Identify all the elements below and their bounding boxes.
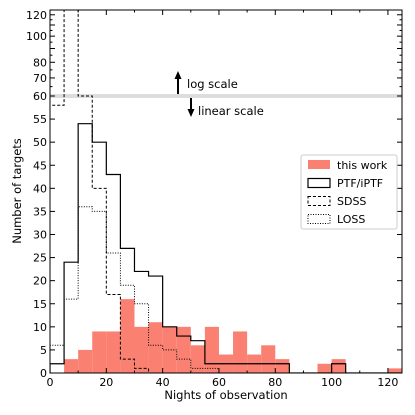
x-axis-label: Nights of observation [164,388,287,402]
y-tick-label-60: 60 [33,90,47,103]
legend-box [300,154,398,230]
series-line-loss [50,206,402,373]
bar-this-work-65 [233,331,248,373]
y-tick-label-5: 5 [40,344,47,357]
y-tick-label-40: 40 [33,182,47,195]
x-tick-label-100: 100 [321,376,342,389]
x-tick-label-80: 80 [268,376,282,389]
bar-this-work-5 [64,359,79,373]
bar-this-work-120 [387,368,402,373]
legend-item-sdss: SDSS [307,195,366,208]
y-tick-label-15: 15 [33,298,47,311]
bar-this-work-50 [190,345,205,373]
x-tick-label-0: 0 [47,376,54,389]
legend-swatch-this-work [308,160,330,169]
bar-this-work-100 [331,359,346,373]
y-tick-label-30: 30 [33,229,47,242]
legend-swatch-loss [307,214,331,224]
y-tick-label-35: 35 [33,205,47,218]
y-axis-label: Number of targets [10,138,24,244]
legend-label-loss: LOSS [337,213,365,226]
linear-scale-label: linear scale [198,104,264,118]
bar-this-work-40 [162,326,177,373]
y-log-tick-label-80: 80 [33,56,47,69]
log-scale-label: log scale [187,77,238,91]
linear-scale-annotation: linear scale [187,98,264,118]
x-tick-label-20: 20 [99,376,113,389]
bar-this-work-80 [275,359,290,373]
axis-break-band [50,94,402,98]
y-log-tick-label-100: 100 [26,30,47,43]
bar-this-work-55 [204,326,219,373]
arrow-down-icon [187,109,195,117]
legend-item-ptf: PTF/iPTF [307,177,383,190]
y-tick-label-20: 20 [33,275,47,288]
bars-layer [64,299,402,373]
arrow-up-icon [174,71,182,79]
bar-this-work-95 [317,363,332,373]
legend: this work PTF/iPTF SDSS LOSS [300,154,398,230]
y-log-tick-label-120: 120 [26,9,47,22]
y-tick-label-25: 25 [33,252,47,265]
bar-this-work-35 [148,322,163,373]
x-tick-label-120: 120 [377,376,398,389]
bar-this-work-10 [78,349,93,373]
legend-label-ptf: PTF/iPTF [337,177,383,190]
legend-item-loss: LOSS [307,213,365,226]
x-tick-label-60: 60 [212,376,226,389]
legend-label-sdss: SDSS [337,195,366,208]
bar-this-work-15 [92,331,107,373]
y-tick-label-55: 55 [33,113,47,126]
y-tick-label-45: 45 [33,159,47,172]
plot-frame [49,9,403,374]
legend-label-this-work: this work [337,159,388,172]
bar-this-work-20 [106,331,121,373]
bar-this-work-25 [120,299,135,373]
legend-item-this-work: this work [308,159,388,172]
log-scale-annotation: log scale [174,71,238,94]
bar-this-work-45 [176,326,191,373]
y-log-tick-label-70: 70 [33,72,47,85]
legend-swatch-sdss [307,196,331,206]
legend-swatch-ptf [307,177,331,189]
ticks-layer: 0 20 40 60 80 100 120 0 5 10 15 20 25 30 35 40 45 50 55 60 7… [26,9,402,389]
x-tick-label-40: 40 [156,376,170,389]
bar-this-work-30 [134,326,149,373]
y-tick-label-50: 50 [33,136,47,149]
y-tick-label-10: 10 [33,321,47,334]
bar-this-work-75 [261,345,276,373]
y-tick-label-0: 0 [40,367,47,380]
